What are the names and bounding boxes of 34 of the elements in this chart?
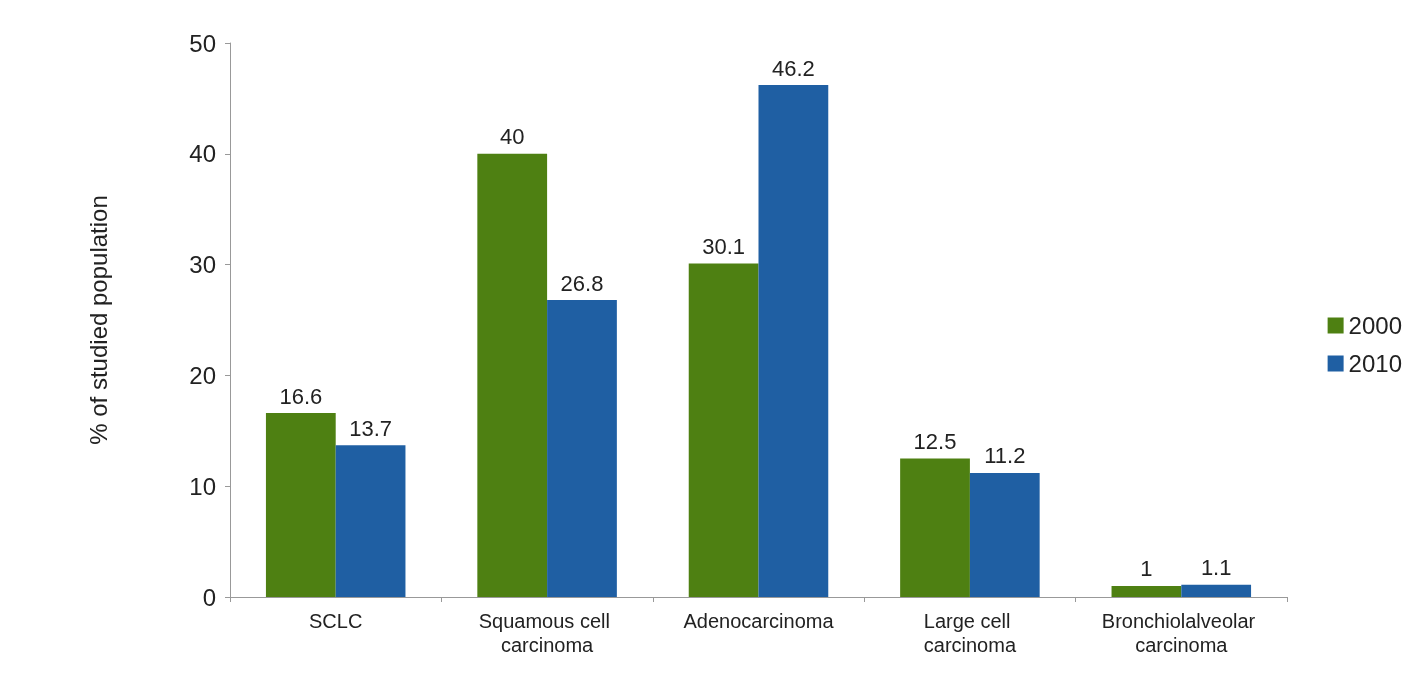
data-label: 46.2 (771, 55, 815, 81)
data-label: 11.2 (984, 443, 1026, 469)
x-tick-label: Large cell carcinoma (923, 610, 1017, 656)
bar (265, 413, 336, 597)
x-tick-label: Bronchiolalveolar carcinoma (1101, 610, 1261, 656)
bar (900, 458, 970, 597)
bar (969, 472, 1040, 597)
bar (547, 300, 617, 597)
data-label: 1 (1140, 556, 1153, 582)
data-label: 26.8 (560, 270, 604, 296)
bar (1111, 585, 1182, 597)
x-tick-label: Adenocarcinoma (683, 610, 835, 632)
legend-label: 2000 (1348, 312, 1402, 339)
bar (477, 153, 548, 597)
bar (1181, 584, 1252, 597)
bar (758, 85, 829, 597)
data-label: 13.7 (349, 415, 392, 441)
data-label: 40 (499, 124, 525, 150)
y-tick-label: 20 (189, 361, 216, 389)
legend-label: 2010 (1348, 350, 1402, 377)
y-tick-label: 10 (189, 472, 216, 500)
y-axis-title: % of studied population (84, 195, 112, 445)
bar (688, 263, 759, 597)
data-label: 1.1 (1200, 555, 1232, 581)
y-tick-label: 30 (189, 251, 216, 279)
x-tick-label: Squamous cell carcinoma (478, 610, 616, 656)
y-tick-label: 50 (189, 29, 216, 57)
data-label: 16.6 (279, 383, 323, 409)
data-label: 30.1 (702, 233, 746, 259)
y-tick-label: 0 (202, 583, 216, 611)
x-tick-label: SCLC (309, 610, 363, 632)
data-label: 12.5 (913, 429, 957, 454)
bar (335, 445, 406, 597)
y-tick-label: 40 (189, 140, 216, 168)
